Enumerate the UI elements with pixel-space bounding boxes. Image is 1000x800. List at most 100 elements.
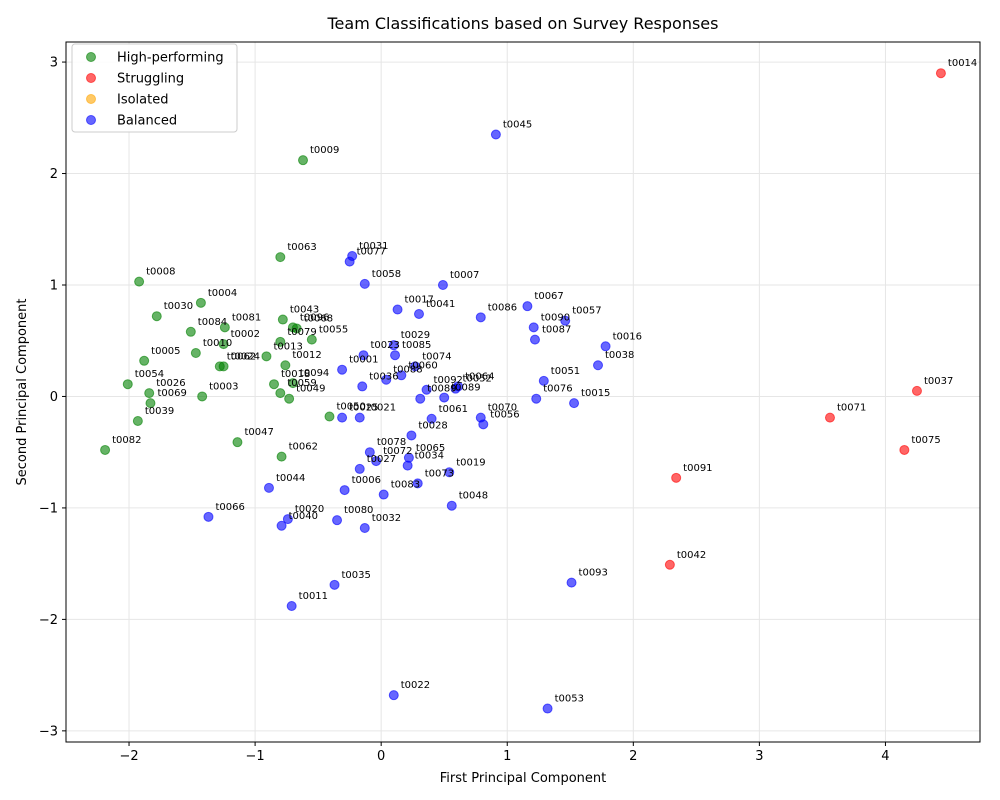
legend-marker bbox=[86, 52, 96, 62]
data-point bbox=[899, 444, 910, 455]
data-point bbox=[600, 341, 611, 352]
data-point bbox=[437, 279, 448, 290]
point-label: t0077 bbox=[357, 247, 386, 258]
data-point bbox=[357, 381, 368, 392]
point-label: t0038 bbox=[605, 350, 634, 361]
x-tick-label: 3 bbox=[755, 749, 763, 764]
point-label: t0059 bbox=[287, 378, 316, 389]
data-point bbox=[528, 322, 539, 333]
point-label: t0049 bbox=[296, 384, 325, 395]
point-label: t0022 bbox=[401, 680, 430, 691]
data-point bbox=[284, 393, 295, 404]
data-point bbox=[337, 412, 348, 423]
point-label: t0029 bbox=[401, 330, 430, 341]
x-axis-title: First Principal Component bbox=[440, 771, 607, 786]
data-point bbox=[291, 323, 302, 334]
point-label: t0044 bbox=[276, 473, 305, 484]
point-label: t0018 bbox=[281, 369, 310, 380]
point-label: t0085 bbox=[402, 340, 431, 351]
data-point bbox=[337, 364, 348, 375]
data-point bbox=[446, 500, 457, 511]
point-label: t0023 bbox=[371, 340, 400, 351]
legend-label: Balanced bbox=[117, 114, 177, 129]
point-label: t0071 bbox=[837, 403, 866, 414]
y-tick-label: −1 bbox=[39, 501, 58, 516]
y-tick-label: 3 bbox=[50, 56, 58, 71]
data-point bbox=[287, 378, 298, 389]
grid bbox=[66, 42, 980, 742]
point-label: t0048 bbox=[459, 491, 488, 502]
data-point bbox=[280, 360, 291, 371]
point-label: t0045 bbox=[503, 120, 532, 131]
point-label: t0011 bbox=[299, 591, 328, 602]
data-point bbox=[100, 444, 111, 455]
point-label: t0092 bbox=[434, 375, 463, 386]
point-label: t0020 bbox=[295, 504, 324, 515]
point-label: t0080 bbox=[344, 505, 373, 516]
data-point bbox=[390, 350, 401, 361]
data-point bbox=[410, 361, 421, 372]
point-label: t0083 bbox=[391, 480, 420, 491]
data-point bbox=[339, 485, 350, 496]
x-tick-label: 2 bbox=[629, 749, 637, 764]
data-point bbox=[378, 489, 389, 500]
chart-title: Team Classifications based on Survey Res… bbox=[327, 14, 719, 33]
data-point bbox=[824, 412, 835, 423]
point-label: t0076 bbox=[543, 384, 572, 395]
data-point bbox=[396, 370, 407, 381]
data-point bbox=[450, 383, 461, 394]
point-label: t0091 bbox=[683, 463, 712, 474]
point-label: t0037 bbox=[924, 376, 953, 387]
point-label: t0069 bbox=[157, 388, 186, 399]
legend-marker bbox=[86, 94, 96, 104]
point-label: t0001 bbox=[349, 355, 378, 366]
point-label: t0070 bbox=[488, 403, 517, 414]
data-point bbox=[358, 350, 369, 361]
data-point bbox=[569, 398, 580, 409]
point-label: t0028 bbox=[418, 420, 447, 431]
data-point bbox=[439, 392, 450, 403]
point-label: t0057 bbox=[572, 306, 601, 317]
legend-label: Struggling bbox=[117, 72, 184, 87]
y-axis-title: Second Principal Component bbox=[15, 299, 30, 486]
data-points bbox=[100, 68, 946, 714]
point-label: t0004 bbox=[208, 288, 237, 299]
data-point bbox=[522, 301, 533, 312]
data-point bbox=[197, 391, 208, 402]
point-label: t0053 bbox=[555, 694, 584, 705]
point-label: t0060 bbox=[408, 360, 437, 371]
point-label: t0027 bbox=[367, 454, 396, 465]
point-label: t0008 bbox=[146, 267, 175, 278]
x-tick-label: −2 bbox=[119, 749, 138, 764]
point-label: t0089 bbox=[427, 384, 456, 395]
point-label: t0010 bbox=[203, 338, 232, 349]
data-point bbox=[444, 467, 455, 478]
point-label: t0021 bbox=[367, 403, 396, 414]
data-point bbox=[203, 511, 214, 522]
data-point bbox=[286, 601, 297, 612]
point-label: t0036 bbox=[369, 371, 398, 382]
point-label: t0041 bbox=[426, 299, 455, 310]
data-point bbox=[478, 419, 489, 430]
point-label: t0019 bbox=[456, 457, 485, 468]
point-label: t0089 bbox=[451, 383, 480, 394]
point-label: t0055 bbox=[319, 325, 348, 336]
data-point bbox=[219, 322, 230, 333]
point-label: t0051 bbox=[551, 366, 580, 377]
data-point bbox=[132, 415, 143, 426]
point-label: t0067 bbox=[534, 291, 563, 302]
data-point bbox=[406, 430, 417, 441]
point-label: t0039 bbox=[145, 406, 174, 417]
data-point bbox=[275, 336, 286, 347]
data-point bbox=[412, 478, 423, 489]
data-point bbox=[354, 412, 365, 423]
point-label: t0050 bbox=[336, 402, 365, 413]
data-point bbox=[475, 312, 486, 323]
point-label: t0062 bbox=[289, 442, 318, 453]
legend-marker bbox=[86, 73, 96, 83]
data-point bbox=[359, 522, 370, 533]
point-label: t0054 bbox=[135, 369, 164, 380]
y-tick-label: 2 bbox=[50, 167, 58, 182]
legend: High-performing Struggling Isolated Balance… bbox=[71, 43, 238, 133]
x-tick-label: 4 bbox=[881, 749, 889, 764]
